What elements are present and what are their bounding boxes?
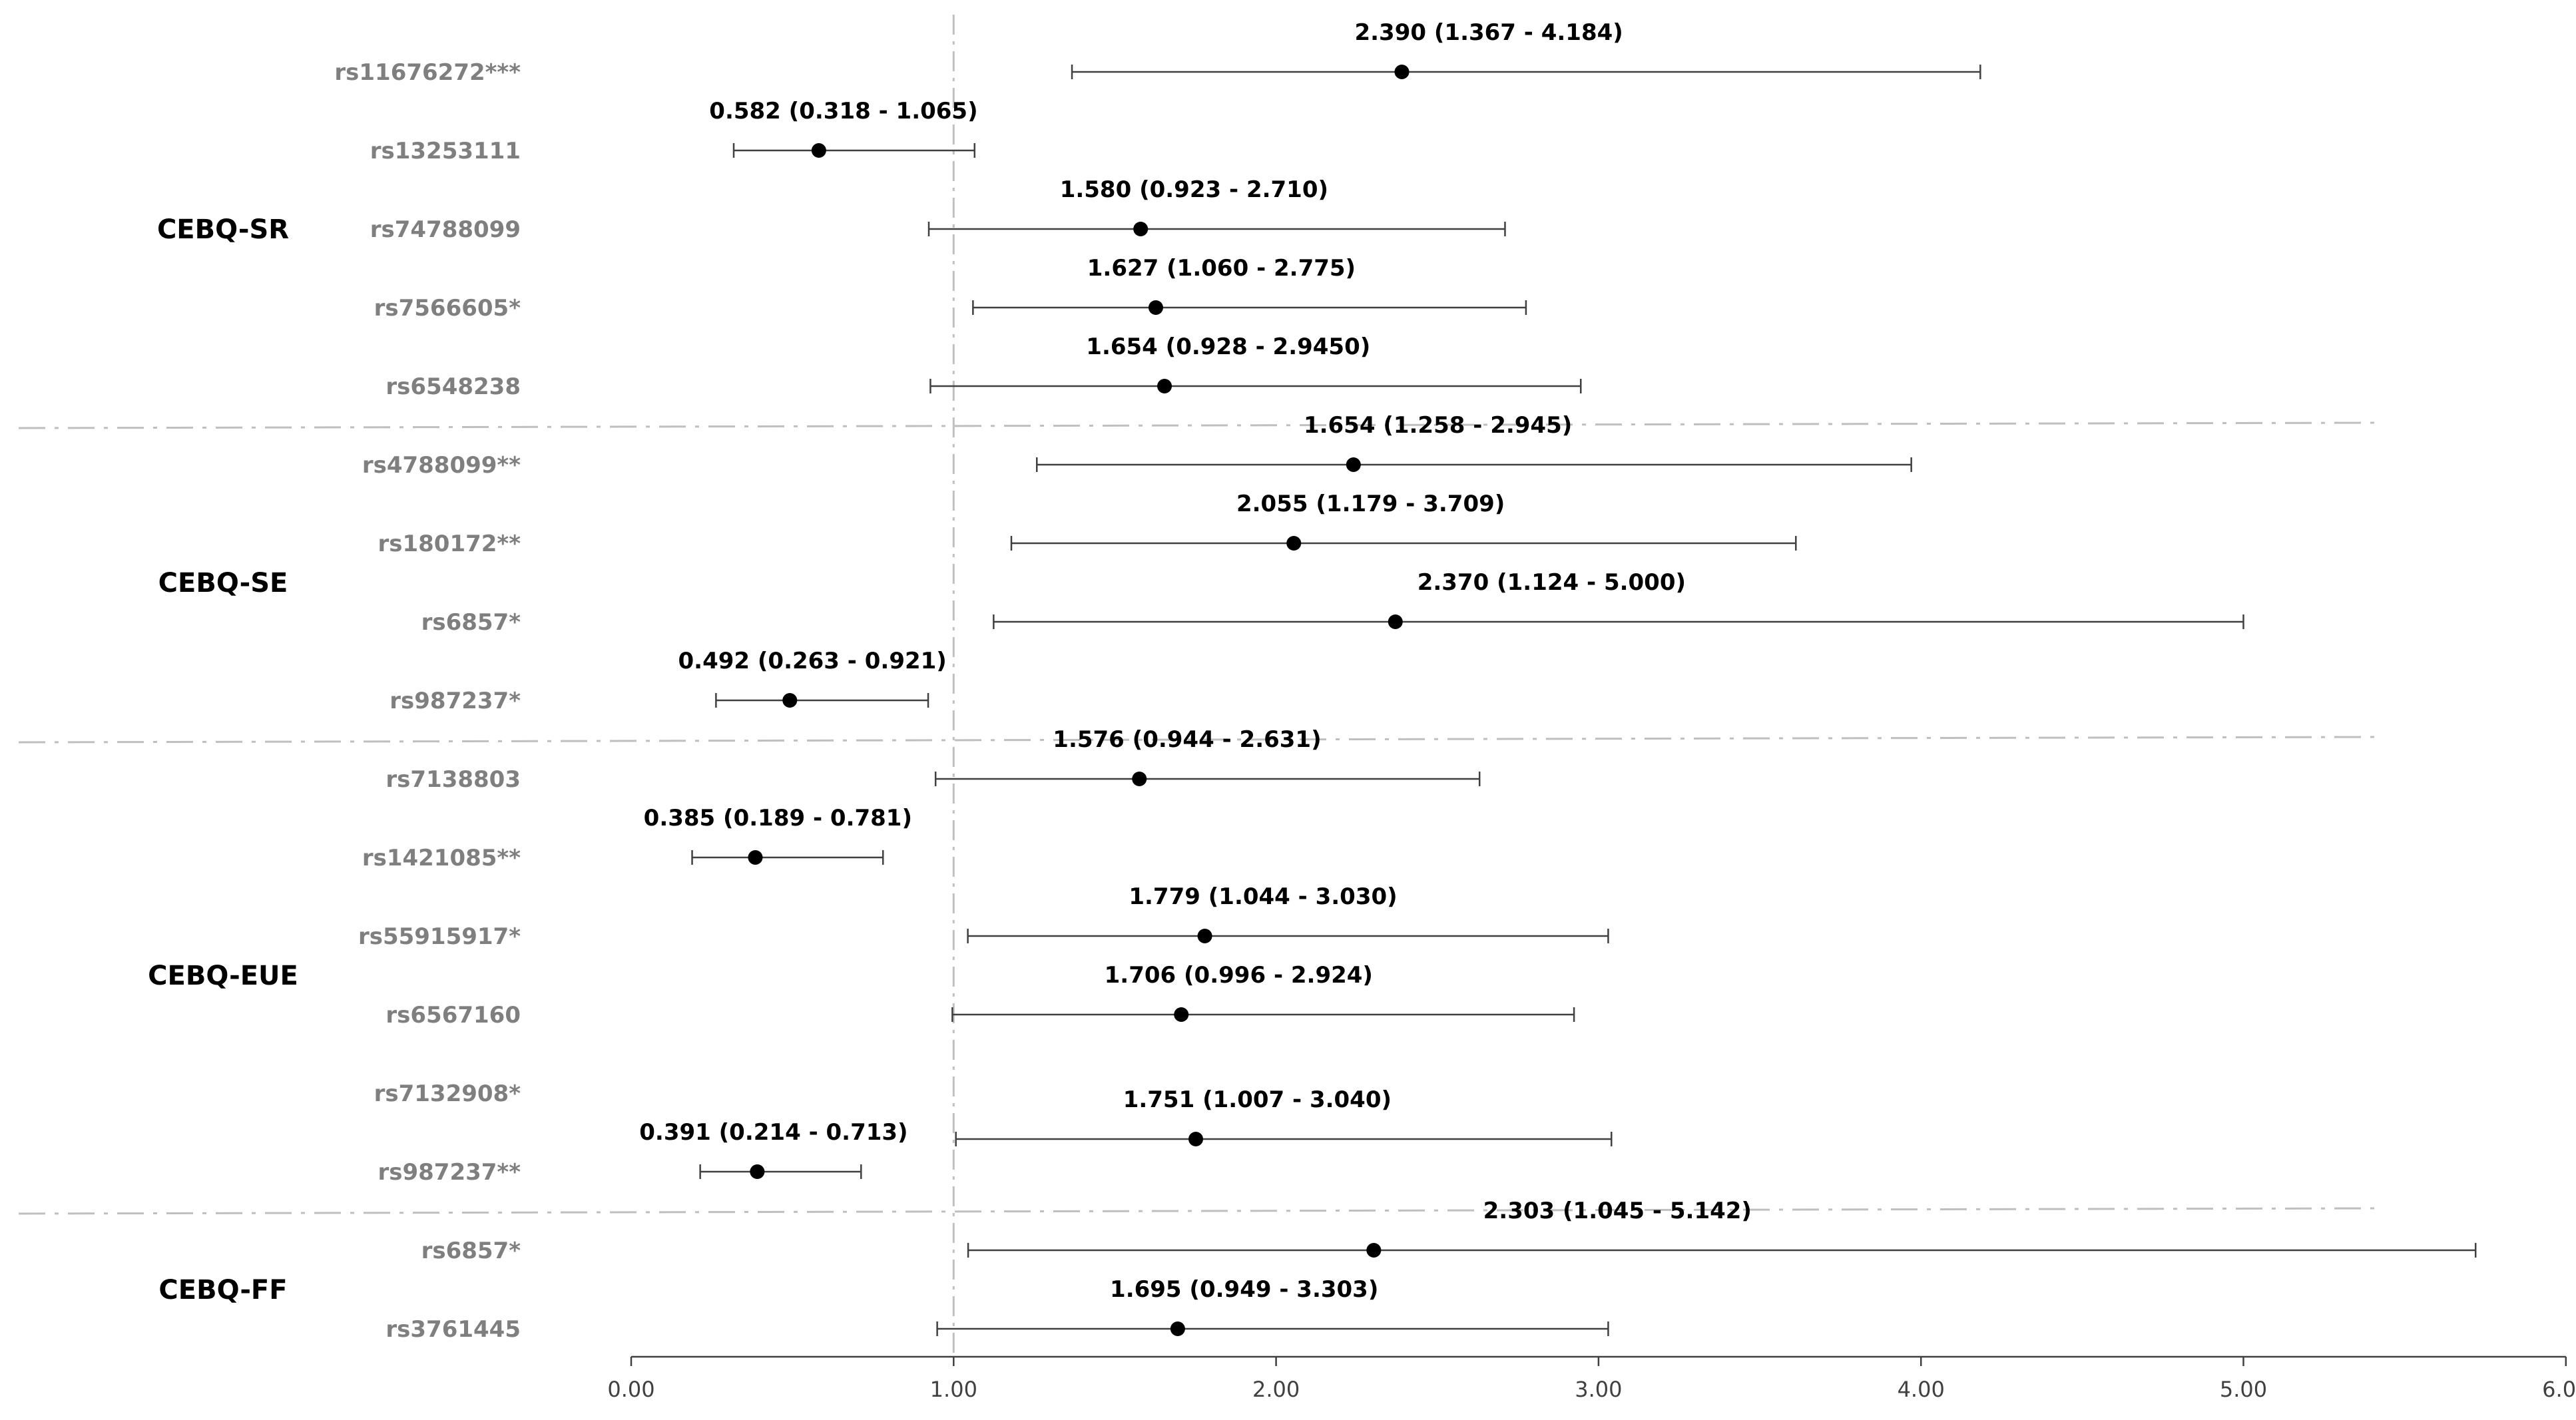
- extra-point: [1188, 1132, 1204, 1146]
- snp-label: rs11676272***: [334, 59, 521, 86]
- snp-label: rs7138803: [386, 766, 521, 793]
- row-point: [1286, 536, 1302, 551]
- data-labels: 2.390 (1.367 - 4.184) 0.582 (0.318 - 1.06…: [639, 19, 1752, 1303]
- group-separator: [18, 1207, 2384, 1215]
- row-point: [1346, 457, 1361, 472]
- row-point: [1197, 929, 1212, 943]
- row-point: [1394, 65, 1410, 79]
- x-tick-label: 0.00: [607, 1377, 654, 1402]
- row-data-label: 1.706 (0.996 - 2.924): [1105, 962, 1373, 989]
- row-point: [1133, 222, 1149, 236]
- x-tick-label: 5.00: [2220, 1377, 2267, 1402]
- row-point: [1132, 772, 1147, 786]
- row-data-label: 2.055 (1.179 - 3.709): [1236, 491, 1505, 517]
- row-data-label: 2.370 (1.124 - 5.000): [1417, 569, 1686, 596]
- group-labels: CEBQ-SR CEBQ-SE CEBQ-EUE CEBQ-FF: [148, 214, 298, 1305]
- group-label: CEBQ-FF: [158, 1275, 287, 1305]
- row-point: [1148, 300, 1163, 315]
- snp-label: rs987237*: [389, 688, 521, 714]
- row-data-label: 0.385 (0.189 - 0.781): [644, 805, 912, 831]
- extra-data-label: 1.751 (1.007 - 3.040): [1123, 1086, 1392, 1113]
- row-point: [1157, 379, 1172, 393]
- x-tick-label: 1.00: [930, 1377, 977, 1402]
- row-point: [1366, 1243, 1382, 1258]
- row-data-label: 1.576 (0.944 - 2.631): [1053, 726, 1321, 753]
- snp-label: rs3761445: [386, 1316, 521, 1343]
- x-axis: 0.00 1.00 2.00 3.00 4.00 5.00 6.00: [607, 1355, 2576, 1402]
- snp-label: rs180172**: [378, 531, 521, 557]
- group-label: CEBQ-SR: [157, 214, 289, 245]
- row-data-label: 2.303 (1.045 - 5.142): [1483, 1198, 1752, 1224]
- snp-label: rs6857*: [421, 1238, 521, 1264]
- row-data-label: 0.492 (0.263 - 0.921): [678, 648, 947, 674]
- row-data-label: 1.695 (0.949 - 3.303): [1110, 1276, 1378, 1303]
- snp-label: rs987237**: [378, 1159, 521, 1186]
- row-data-label: 2.390 (1.367 - 4.184): [1354, 19, 1623, 46]
- row-point: [1174, 1007, 1189, 1022]
- row-point: [811, 143, 826, 158]
- row-point: [1388, 614, 1403, 629]
- row-point: [782, 693, 798, 708]
- estimate-points: [748, 65, 1410, 1336]
- row-data-label: 1.627 (1.060 - 2.775): [1087, 255, 1356, 282]
- confidence-intervals: [691, 65, 2477, 1336]
- snp-label: rs1421085**: [362, 845, 521, 871]
- row-data-label: 0.391 (0.214 - 0.713): [639, 1119, 907, 1146]
- snp-label: rs6567160: [386, 1002, 521, 1029]
- snp-label: rs6548238: [386, 373, 521, 400]
- snp-labels: rs11676272*** rs13253111 rs74788099 rs75666…: [334, 59, 521, 1343]
- snp-label: rs55915917*: [358, 923, 521, 950]
- group-separator: [18, 736, 2384, 744]
- x-tick-label: 6.00: [2542, 1377, 2576, 1402]
- row-data-label: 1.779 (1.044 - 3.030): [1129, 883, 1397, 910]
- row-data-label: 1.654 (1.258 - 2.945): [1304, 412, 1572, 439]
- row-data-label: 1.654 (0.928 - 2.9450): [1086, 334, 1370, 360]
- group-label: CEBQ-EUE: [148, 961, 298, 991]
- x-tick-label: 2.00: [1252, 1377, 1300, 1402]
- row-point: [750, 1164, 765, 1179]
- snp-label: rs7566605*: [374, 295, 521, 322]
- x-tick-label: 4.00: [1898, 1377, 1945, 1402]
- group-separators: [18, 421, 2384, 1215]
- row-data-label: 1.580 (0.923 - 2.710): [1060, 176, 1328, 203]
- row-point: [748, 850, 763, 865]
- snp-label: rs7132908*: [374, 1080, 521, 1107]
- group-separator: [18, 421, 2384, 429]
- row-data-label: 0.582 (0.318 - 1.065): [709, 98, 977, 124]
- x-tick-label: 3.00: [1575, 1377, 1622, 1402]
- snp-label: rs74788099: [370, 216, 521, 243]
- snp-label: rs4788099**: [362, 452, 521, 479]
- snp-label: rs6857*: [421, 609, 521, 636]
- row-point: [1170, 1321, 1185, 1336]
- snp-label: rs13253111: [370, 138, 521, 164]
- group-label: CEBQ-SE: [158, 568, 288, 598]
